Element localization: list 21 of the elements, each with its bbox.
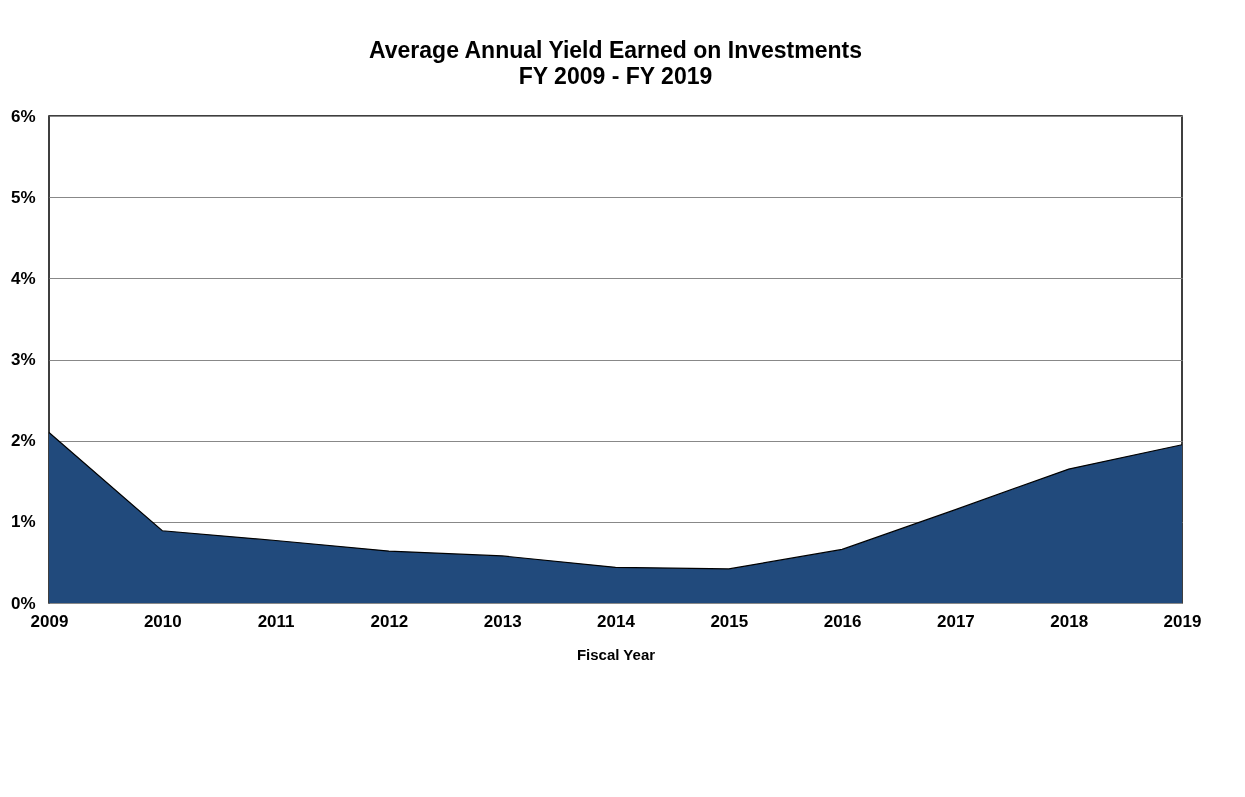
y-tick-label: 2% <box>10 431 36 451</box>
x-tick-label: 2010 <box>143 611 182 631</box>
y-tick-label: 4% <box>10 268 36 288</box>
y-tick-label: 5% <box>10 187 36 207</box>
x-tick-label: 2019 <box>1163 611 1202 631</box>
x-tick-label: 2011 <box>257 611 295 631</box>
x-tick-label: 2013 <box>483 611 522 631</box>
x-tick-label: 2017 <box>936 611 975 631</box>
x-tick-label: 2009 <box>30 611 69 631</box>
x-tick-label: 2012 <box>370 611 409 631</box>
y-tick-label: 0% <box>10 593 36 613</box>
chart-title: Average Annual Yield Earned on Investments <box>369 37 862 63</box>
x-tick-label: 2015 <box>710 611 749 631</box>
x-tick-label: 2014 <box>597 611 636 631</box>
x-tick-label: 2016 <box>823 611 862 631</box>
y-tick-label: 6% <box>10 106 36 126</box>
x-tick-label: 2018 <box>1050 611 1089 631</box>
y-tick-label: 1% <box>10 512 36 532</box>
chart-subtitle: FY 2009 - FY 2019 <box>518 63 713 89</box>
x-axis-title: Fiscal Year <box>576 645 656 663</box>
y-tick-label: 3% <box>10 350 36 369</box>
